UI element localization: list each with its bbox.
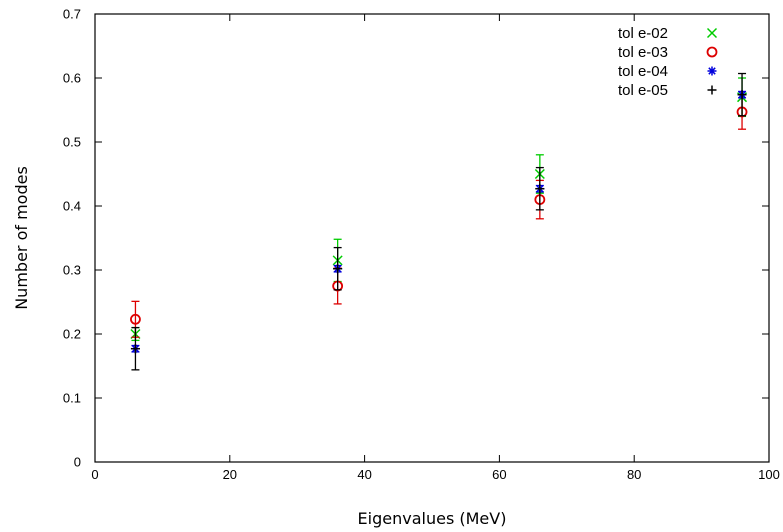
legend-label: tol e-05 [618,82,668,99]
legend-item: tol e-05 [618,82,717,99]
data-point [737,90,747,100]
x-tick-label: 80 [627,467,641,482]
y-axis-title: Number of modes [12,166,31,310]
axis-ticks [94,13,770,463]
legend-marker-stroke [706,27,718,39]
axis-tick-labels: 0 20 40 60 80 100 0 0.1 0.2 0.3 0.4 0.5 0.6 0.7 [63,7,780,483]
data-point-ring [130,313,141,325]
y-tick-label: 0.6 [63,71,81,86]
legend-marker-stroke [708,67,716,75]
data-point [130,344,140,354]
data-point [333,264,343,274]
legend-label: tol e-04 [618,63,668,80]
y-tick-label: 0 [74,455,81,470]
x-tick-label: 0 [91,467,98,482]
x-tick-label: 60 [492,467,506,482]
legend-marker-ring [706,46,718,58]
legend-item: tol e-03 [618,44,718,61]
legend-item: tol e-02 [618,25,718,42]
data-layer [130,72,748,371]
legend-label: tol e-03 [618,44,668,61]
y-tick-label: 0.5 [63,135,81,150]
plot-frame [94,13,770,463]
x-axis-title: Eigenvalues (MeV) [358,509,507,528]
legend: tol e-02 tol e-03 tol e-04 tol e-05 [618,25,718,99]
y-tick-label: 0.3 [63,263,81,278]
series-tol-e-04 [130,90,747,354]
y-tick-label: 0.2 [63,327,81,342]
x-tick-label: 100 [758,467,780,482]
legend-marker [707,66,717,76]
y-tick-label: 0.4 [63,199,81,214]
legend-marker [706,46,718,58]
data-point [535,184,545,194]
legend-label: tol e-02 [618,25,668,42]
x-tick-label: 40 [357,467,371,482]
x-tick-label: 20 [223,467,237,482]
legend-marker [706,27,718,39]
series-tol-e-05 [130,72,747,371]
y-tick-label: 0.7 [63,7,81,22]
legend-marker [707,85,717,95]
series-tol-e-03 [130,93,748,338]
series-tol-e-02 [130,77,748,342]
legend-item: tol e-04 [618,63,717,80]
y-tick-label: 0.1 [63,391,81,406]
data-point [130,313,141,325]
